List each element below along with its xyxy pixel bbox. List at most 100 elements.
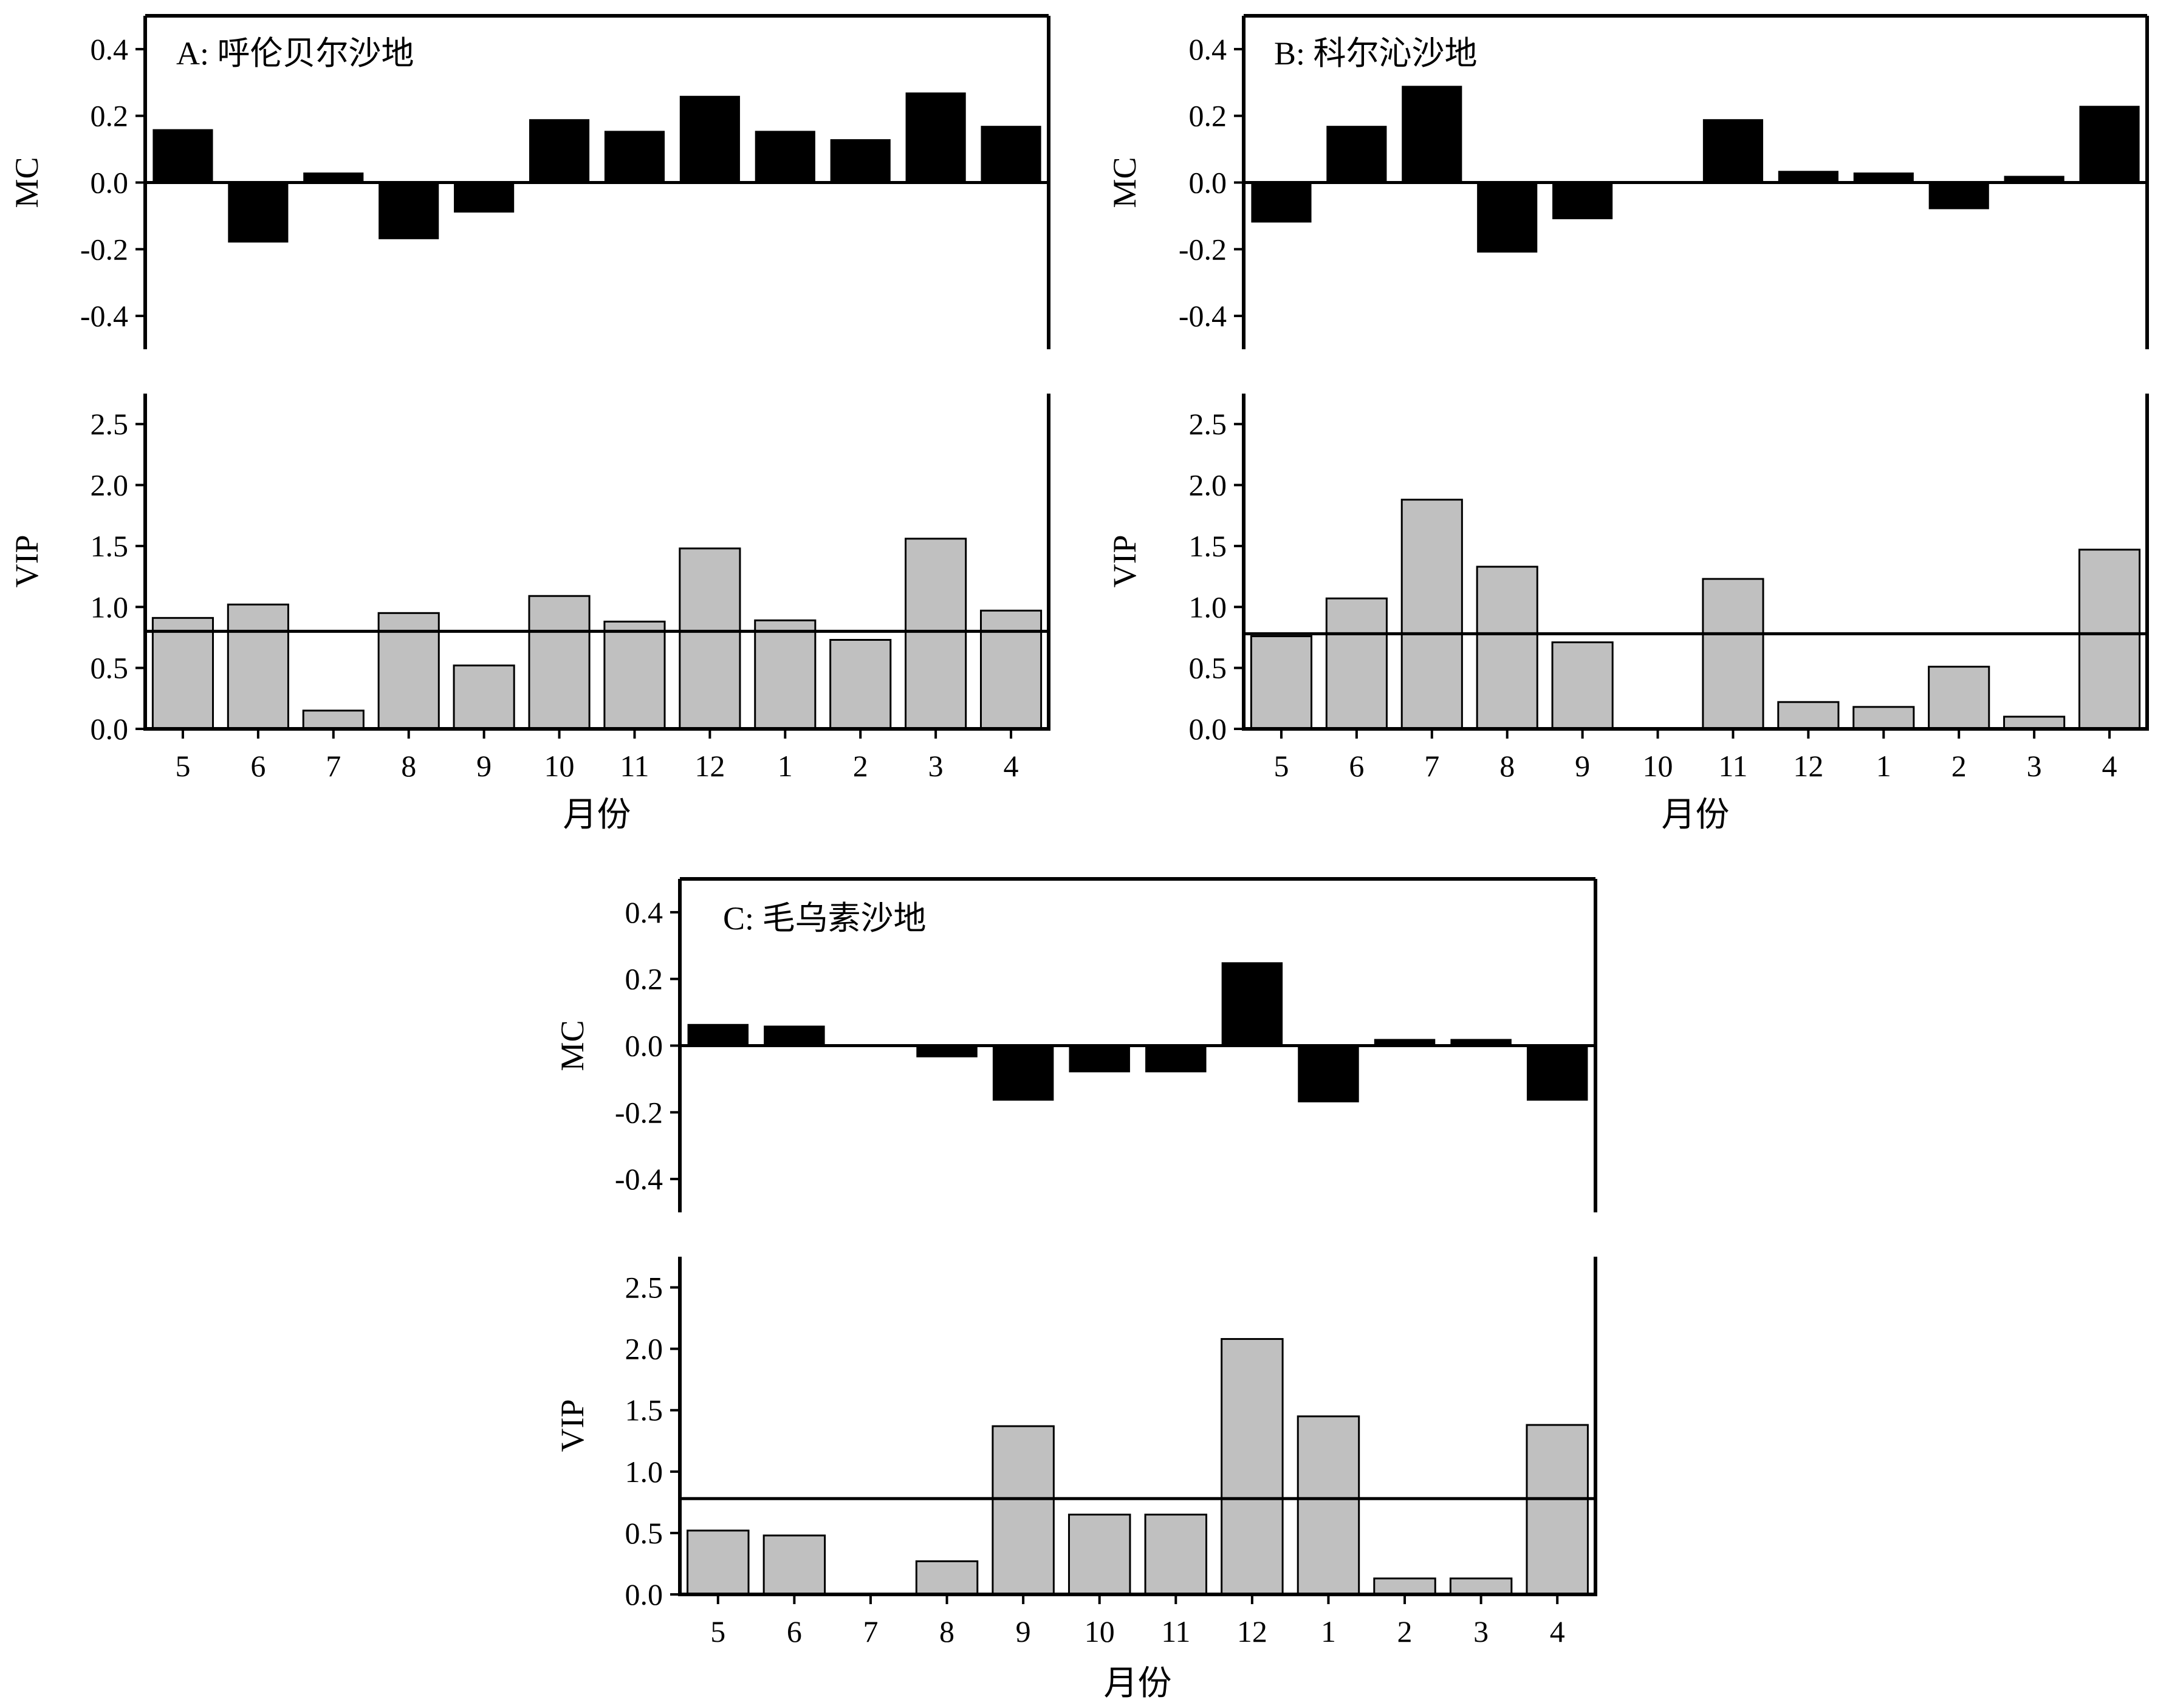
x-tick-label: 12	[1793, 749, 1823, 783]
vip-bar	[1144, 1514, 1208, 1596]
mc-bar	[755, 131, 815, 183]
vip-ytick-label: 0.5	[1189, 651, 1227, 685]
vip-bar	[979, 609, 1043, 730]
panel-title: A: 呼伦贝尔沙地	[176, 35, 414, 72]
vip-bar	[1250, 635, 1313, 730]
mc-ytick-label: -0.4	[80, 299, 128, 333]
vip-ytick-label: 0.5	[625, 1516, 663, 1550]
vip-ytick-label: 2.5	[1189, 407, 1227, 441]
mc-bar	[764, 1025, 825, 1046]
vip-bar	[1297, 1415, 1360, 1596]
mc-bar	[687, 1023, 749, 1046]
mc-ytick-label: -0.2	[615, 1095, 663, 1129]
vip-bar	[1852, 706, 1915, 730]
mc-bar	[1778, 171, 1838, 183]
vip-bar	[151, 617, 214, 730]
mc-bar	[1069, 1045, 1130, 1073]
mc-bar	[379, 182, 439, 239]
vip-bar	[1928, 666, 1990, 730]
mc-bar	[1326, 126, 1387, 183]
mc-ytick-label: -0.4	[1179, 299, 1227, 333]
x-tick-label: 3	[1473, 1614, 1489, 1648]
mc-ytick-label: -0.2	[80, 232, 128, 266]
vip-bar	[1777, 701, 1840, 730]
vip-ytick-label: 1.0	[1189, 590, 1227, 624]
vip-bar	[1551, 641, 1614, 730]
mc-bar	[1928, 182, 1989, 210]
x-tick-label: 8	[401, 749, 416, 783]
mc-bar	[1374, 1039, 1436, 1046]
mc-plot: 0.4 0.2 0.0 -0.2 -0.4 MC B: 科尔沁沙地	[1106, 14, 2149, 349]
x-tick-label: 2	[1397, 1614, 1413, 1648]
vip-ylabel: VIP	[9, 535, 45, 587]
x-tick-label: 11	[1161, 1614, 1190, 1648]
x-tick-label: 9	[476, 749, 492, 783]
x-axis-label: 月份	[563, 796, 631, 834]
vip-bar	[227, 603, 289, 730]
vip-bar	[992, 1425, 1055, 1596]
x-tick-label: 8	[939, 1614, 954, 1648]
x-tick-label: 2	[1951, 749, 1967, 783]
vip-bar	[1067, 1514, 1131, 1596]
mc-ytick-label: -0.4	[615, 1162, 663, 1196]
x-tick-label: 5	[175, 749, 190, 783]
vip-ylabel: VIP	[554, 1399, 591, 1452]
vip-bar	[1449, 1577, 1513, 1596]
vip-ytick-label: 1.5	[91, 529, 129, 563]
x-tick-label: 11	[1718, 749, 1747, 783]
x-tick-label: 4	[1004, 749, 1019, 783]
x-tick-label: 7	[326, 749, 341, 783]
mc-bar	[981, 126, 1041, 183]
mc-ytick-label: 0.4	[1189, 32, 1227, 66]
vip-bar	[1325, 597, 1388, 730]
vip-ytick-label: 2.0	[625, 1332, 663, 1366]
vip-ytick-label: 2.0	[1189, 468, 1227, 502]
vip-bar	[1400, 499, 1463, 730]
x-tick-label: 5	[710, 1614, 725, 1648]
mc-bar	[529, 119, 590, 183]
mc-ylabel: MC	[1106, 157, 1143, 208]
x-tick-label: 4	[1550, 1614, 1565, 1648]
mc-ytick-label: 0.0	[1189, 166, 1227, 200]
x-tick-label: 4	[2102, 749, 2117, 783]
vip-bar	[679, 547, 741, 730]
mc-bar	[454, 182, 515, 213]
mc-bar	[1526, 1045, 1588, 1101]
mc-bar	[1298, 1045, 1359, 1102]
mc-bar	[1702, 119, 1764, 183]
mc-bar	[1145, 1045, 1207, 1073]
mc-ytick-label: 0.2	[625, 962, 663, 996]
x-tick-label: 3	[928, 749, 944, 783]
mc-plot: 0.4 0.2 0.0 -0.2 -0.4 MC C: 毛乌素沙地	[554, 877, 1597, 1212]
panel-b: 0.4 0.2 0.0 -0.2 -0.4 MC B: 科尔沁沙地 2.5 2.0 1.5 1.0 0…	[1106, 14, 2149, 834]
vip-ytick-label: 0.5	[91, 651, 129, 685]
mc-bar	[2004, 176, 2064, 183]
vip-bar	[1373, 1577, 1436, 1596]
mc-bar	[1251, 182, 1312, 223]
mc-ytick-label: 0.0	[625, 1029, 663, 1063]
vip-ytick-label: 0.0	[91, 712, 129, 746]
vip-bar	[1702, 578, 1764, 730]
vip-ytick-label: 1.0	[91, 590, 129, 624]
vip-bar	[762, 1534, 826, 1596]
x-tick-label: 1	[1876, 749, 1891, 783]
vip-bar	[1526, 1424, 1589, 1596]
mc-bar	[303, 173, 364, 183]
x-tick-label: 3	[2027, 749, 2042, 783]
mc-bar	[905, 92, 966, 183]
mc-ytick-label: 0.2	[91, 99, 129, 133]
vip-ytick-label: 0.0	[625, 1577, 663, 1611]
mc-bar	[916, 1045, 978, 1057]
vip-bar	[829, 638, 892, 730]
x-tick-label: 12	[694, 749, 725, 783]
mc-bar	[1853, 173, 1914, 183]
vip-ytick-label: 2.5	[625, 1271, 663, 1305]
x-tick-label: 9	[1575, 749, 1590, 783]
vip-bar	[915, 1560, 979, 1596]
mc-ytick-label: 0.4	[625, 895, 663, 929]
mc-bar	[1552, 182, 1613, 219]
x-axis-label: 月份	[1104, 1665, 1172, 1703]
